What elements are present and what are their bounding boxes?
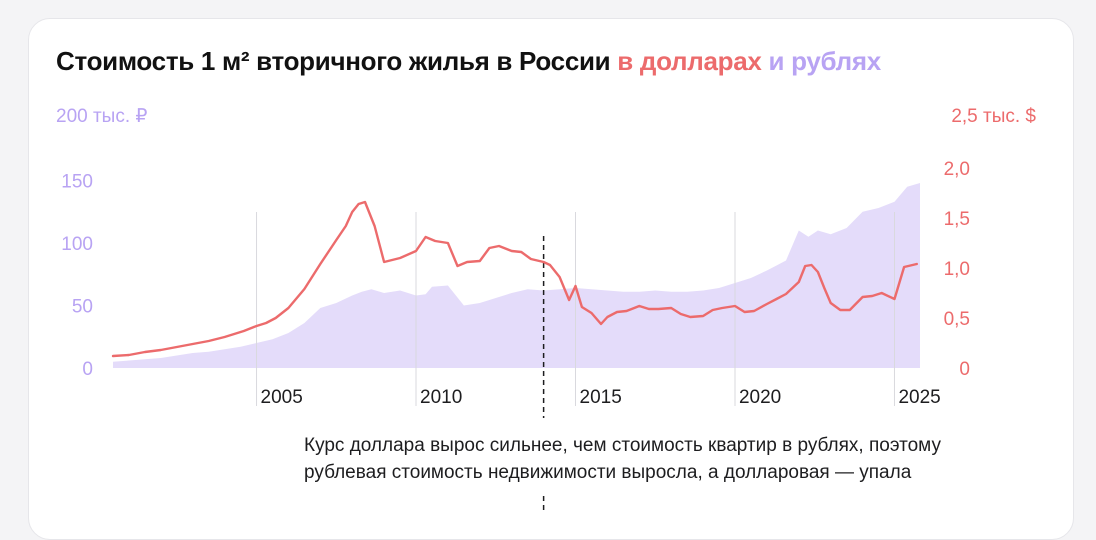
annotation-line-1: Курс доллара вырос сильнее, чем стоимост… <box>304 435 941 456</box>
x-tick-label: 2020 <box>739 387 781 408</box>
annotation-note: Курс доллара вырос сильнее, чем стоимост… <box>304 432 1044 486</box>
chart-svg: 200 тыс. ₽ 2,5 тыс. $ 2005 2010 2015 2020 20… <box>56 106 1036 512</box>
chart-title: Стоимость 1 м² вторичного жилья в России… <box>56 46 881 77</box>
right-tick-label: 0,5 <box>944 309 970 330</box>
right-tick-label: 0 <box>959 359 970 380</box>
right-tick-label: 2,0 <box>944 159 970 180</box>
left-tick-label: 150 <box>61 172 93 193</box>
x-tick-label: 2015 <box>580 387 622 408</box>
usd-line <box>111 200 918 358</box>
right-tick-label: 1,5 <box>944 209 970 230</box>
right-axis-unit: 2,5 тыс. $ <box>951 106 1036 127</box>
title-usd-part: в долларах <box>617 46 762 76</box>
left-tick-label: 0 <box>82 359 93 380</box>
x-tick-label: 2005 <box>261 387 303 408</box>
x-tick-label: 2025 <box>898 387 940 408</box>
left-axis-unit: 200 тыс. ₽ <box>56 106 147 127</box>
rub-area <box>113 183 920 368</box>
left-tick-label: 100 <box>61 234 93 255</box>
left-tick-label: 50 <box>72 297 93 318</box>
x-tick-label: 2010 <box>420 387 462 408</box>
right-tick-label: 1,0 <box>944 259 970 280</box>
title-rub-part: рублях <box>791 46 881 76</box>
annotation-line-2: рублевая стоимость недвижимости выросла,… <box>304 462 912 483</box>
title-conj: и <box>768 46 785 76</box>
title-main: Стоимость 1 м² вторичного жилья в России <box>56 46 611 76</box>
